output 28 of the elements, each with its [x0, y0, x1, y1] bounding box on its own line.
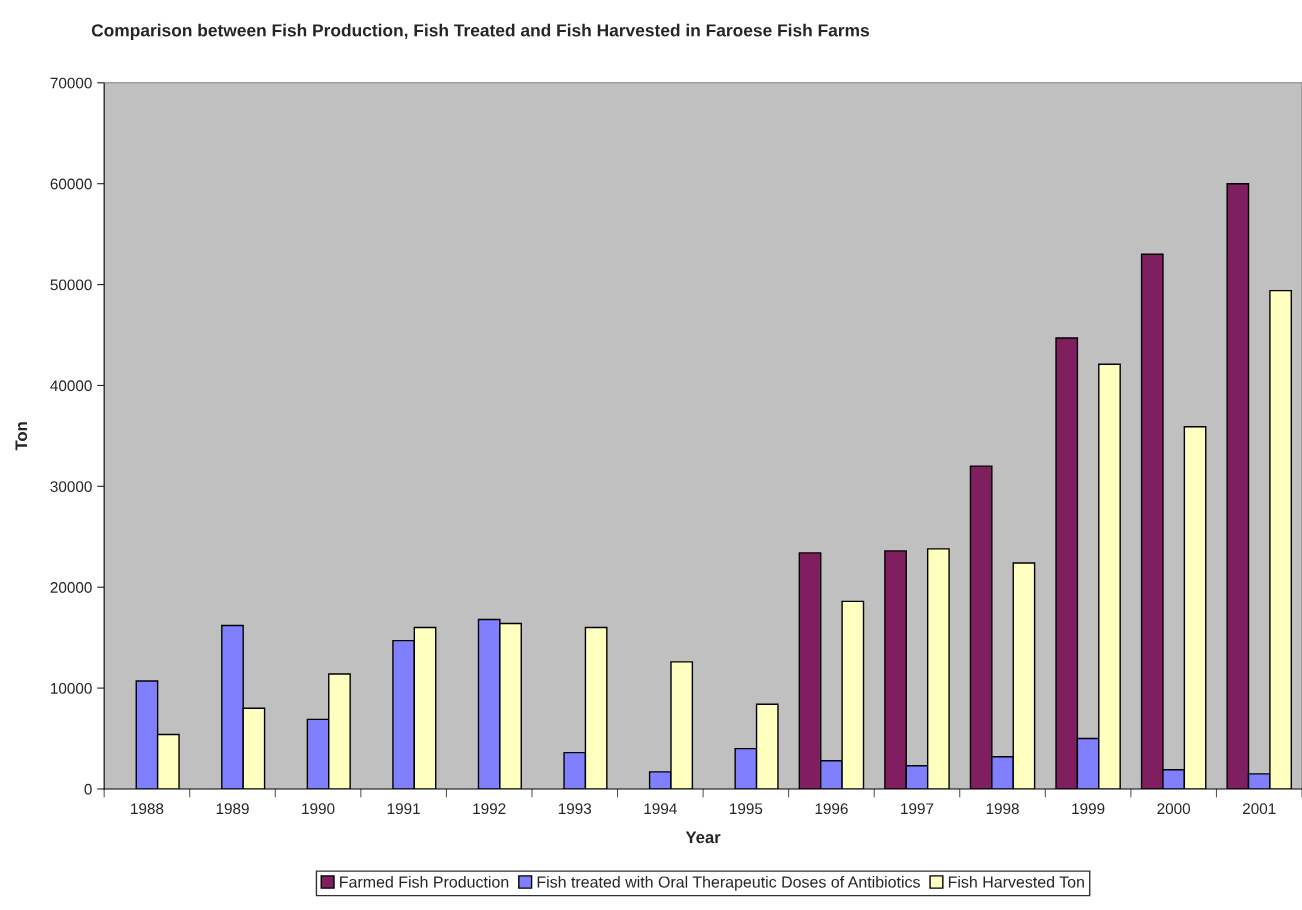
x-tick-label: 2000 [1157, 803, 1191, 815]
x-tick-label: 2001 [1243, 803, 1276, 815]
x-tick-label: 1997 [901, 803, 934, 815]
y-tick-label: 70000 [50, 77, 92, 89]
legend-label: Fish Harvested Ton [948, 875, 1084, 888]
y-tick-label: 40000 [50, 380, 92, 392]
y-tick-label: 50000 [50, 279, 92, 291]
y-tick-label: 0 [84, 783, 92, 795]
x-tick-label: 1996 [815, 803, 848, 815]
x-tick-label: 1995 [730, 803, 763, 815]
x-tick-label: 1998 [986, 803, 1019, 815]
x-tick-label: 1999 [1072, 803, 1105, 815]
y-axis-title: Ton [15, 422, 28, 451]
x-tick-label: 1988 [131, 803, 164, 815]
x-tick-label: 1990 [302, 803, 335, 815]
x-tick-label: 1992 [473, 803, 506, 815]
y-tick-label: 30000 [50, 481, 92, 493]
x-tick-label: 1993 [558, 803, 592, 815]
legend-label: Farmed Fish Production [340, 875, 509, 888]
y-tick-label: 10000 [51, 682, 92, 694]
x-tick-label: 1994 [644, 803, 677, 815]
x-axis-title: Year [685, 831, 721, 844]
y-tick-label: 60000 [50, 178, 92, 190]
y-tick-label: 20000 [50, 582, 92, 593]
x-tick-label: 1991 [387, 803, 420, 815]
chart-title: Comparison between Fish Production, Fish Treated and Fish Harvested in Faroese Fish Farms [91, 23, 869, 40]
legend-label: Fish treated with Oral Therapeutic Doses of Antibiotics [537, 875, 920, 891]
x-tick-label: 1989 [216, 803, 249, 815]
